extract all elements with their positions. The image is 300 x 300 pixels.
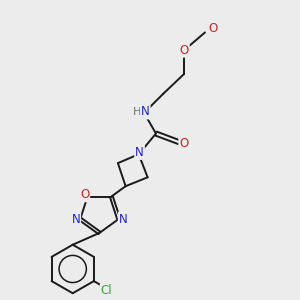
Text: N: N <box>141 106 150 118</box>
Text: H: H <box>133 107 142 117</box>
Text: O: O <box>179 137 188 150</box>
Text: N: N <box>119 212 128 226</box>
Text: Cl: Cl <box>101 284 112 297</box>
Text: N: N <box>71 212 80 226</box>
Text: O: O <box>180 44 189 57</box>
Text: O: O <box>80 188 89 201</box>
Text: N: N <box>135 146 144 159</box>
Text: O: O <box>208 22 217 35</box>
